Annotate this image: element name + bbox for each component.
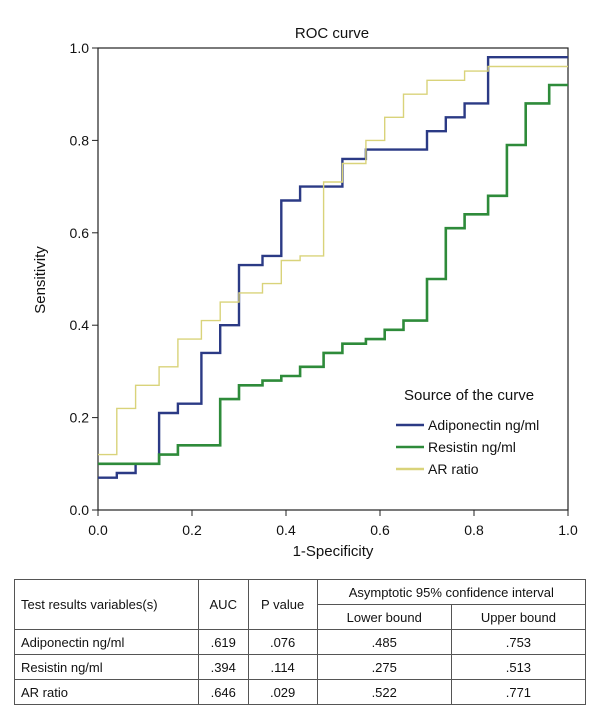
x-tick-label: 0.8	[464, 522, 484, 538]
x-tick-label: 1.0	[558, 522, 578, 538]
row-p-value: .114	[247, 654, 318, 680]
row-lower-bound: .275	[316, 654, 452, 680]
legend-label-resistin: Resistin ng/ml	[428, 439, 516, 455]
row-upper-bound: .513	[450, 654, 587, 680]
ar-ratio-curve	[98, 65, 568, 456]
header-upper-bound: Upper bound	[450, 604, 587, 630]
row-p-value: .029	[247, 679, 318, 705]
legend: Source of the curve Adiponectin ng/ml Re…	[396, 387, 539, 477]
y-tick-label: 0.0	[70, 502, 90, 518]
legend-title: Source of the curve	[404, 387, 534, 404]
table-subheader-row: Lower bound Upper bound	[15, 604, 587, 630]
x-tick-label: 0.2	[182, 522, 202, 538]
table-header-row: Test results variables(s) AUC P value As…	[14, 579, 587, 630]
row-upper-bound: .771	[450, 679, 587, 705]
y-tick-label: 1.0	[70, 40, 90, 56]
row-auc: .619	[197, 629, 249, 655]
row-auc: .394	[197, 654, 249, 680]
header-auc: AUC	[197, 579, 249, 630]
row-variable: AR ratio	[14, 679, 199, 705]
row-p-value: .076	[247, 629, 318, 655]
x-tick-label: 0.6	[370, 522, 390, 538]
header-confidence-interval: Asymptotic 95% confidence interval	[316, 579, 587, 605]
header-p-value: P value	[247, 579, 318, 630]
y-axis-label: Sensitivity	[32, 246, 49, 314]
adiponectin-curve	[98, 56, 568, 479]
y-tick-label: 0.4	[70, 317, 90, 333]
row-variable: Adiponectin ng/ml	[14, 629, 199, 655]
y-tick-label: 0.6	[70, 225, 90, 241]
row-auc: .646	[197, 679, 249, 705]
y-axis-ticks: 0.0 0.2 0.4 0.6 0.8 1.0	[70, 40, 98, 518]
auc-results-table: Test results variables(s) AUC P value As…	[14, 579, 587, 705]
x-tick-label: 0.0	[88, 522, 108, 538]
resistin-curve	[98, 83, 568, 466]
roc-curves	[98, 56, 568, 479]
legend-label-ar-ratio: AR ratio	[428, 461, 479, 477]
header-variables: Test results variables(s)	[14, 579, 199, 630]
table-row: Resistin ng/ml .394 .114 .275 .513	[14, 654, 587, 680]
legend-label-adiponectin: Adiponectin ng/ml	[428, 417, 539, 433]
row-lower-bound: .485	[316, 629, 452, 655]
table-row: AR ratio .646 .029 .522 .771	[14, 679, 587, 705]
chart-title: ROC curve	[295, 25, 369, 42]
plot-frame	[97, 47, 569, 511]
x-axis-label: 1-Specificity	[293, 543, 374, 560]
table-row: Adiponectin ng/ml .619 .076 .485 .753	[14, 629, 587, 655]
y-tick-label: 0.8	[70, 132, 90, 148]
row-lower-bound: .522	[316, 679, 452, 705]
header-lower-bound: Lower bound	[316, 604, 452, 630]
row-variable: Resistin ng/ml	[14, 654, 199, 680]
row-upper-bound: .753	[450, 629, 587, 655]
x-axis-ticks: 0.0 0.2 0.4 0.6 0.8 1.0	[88, 510, 578, 538]
x-tick-label: 0.4	[276, 522, 296, 538]
y-tick-label: 0.2	[70, 410, 90, 426]
roc-chart: ROC curve 0.00.20.40.60.81.0 0.0 0.2 0.4 0.…	[32, 25, 578, 560]
